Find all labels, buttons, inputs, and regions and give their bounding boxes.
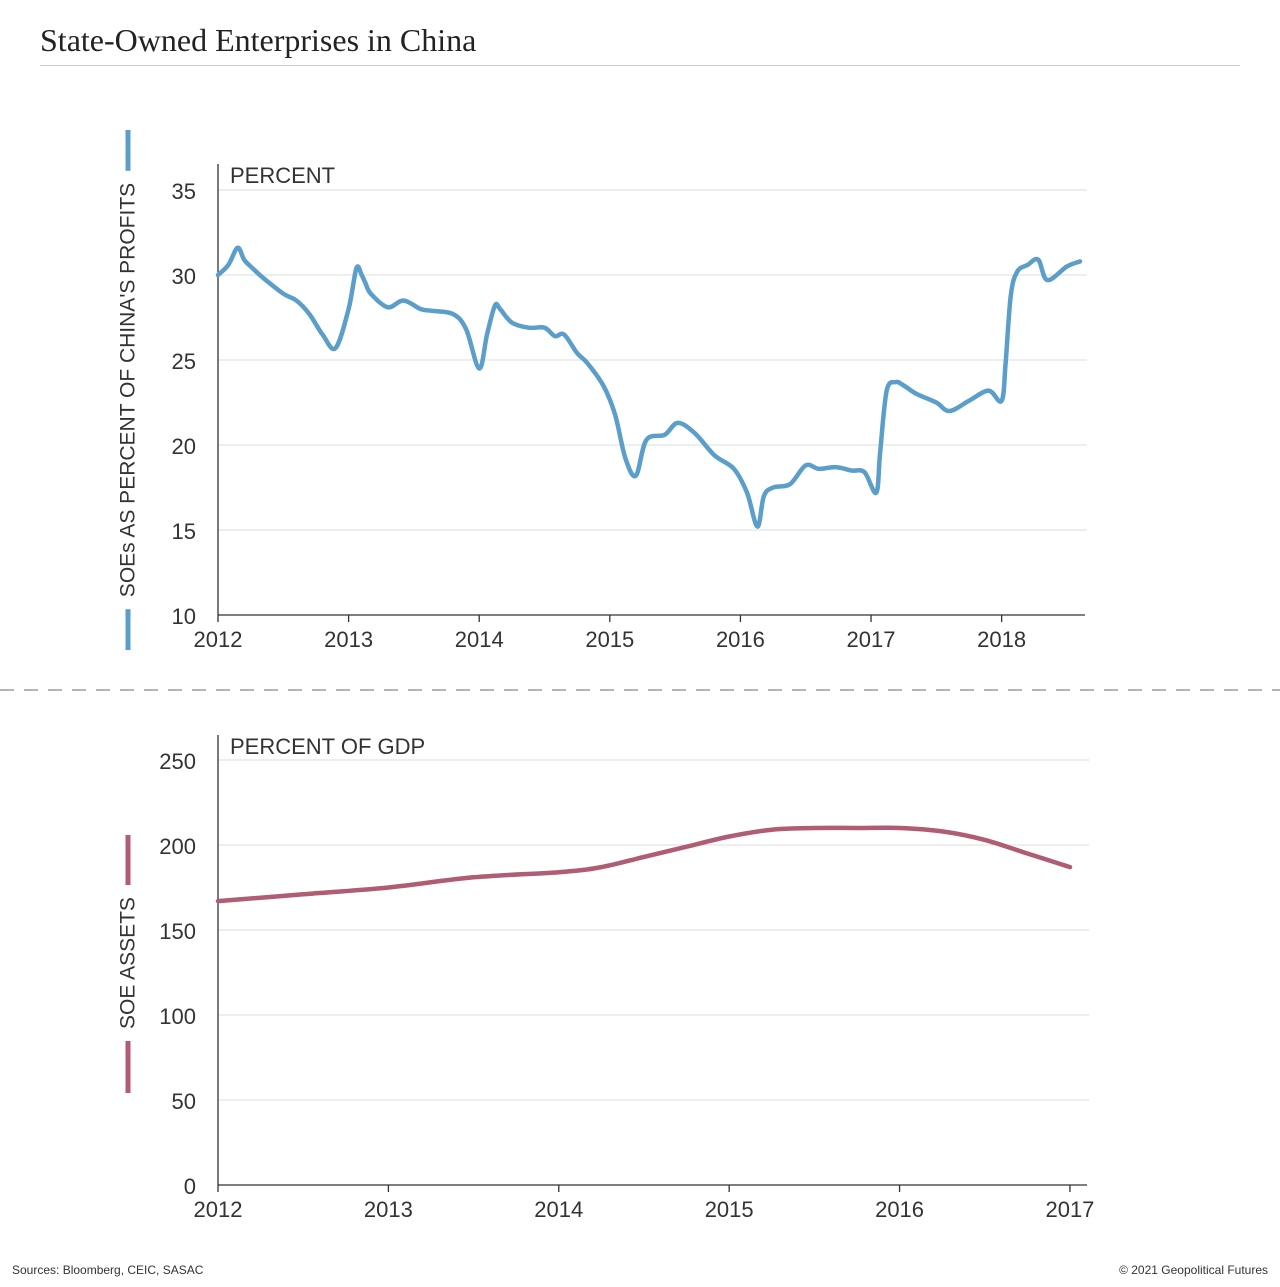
x-tick-label: 2012 (194, 627, 243, 652)
x-tick-label: 2016 (716, 627, 765, 652)
y-tick-label: 15 (172, 519, 196, 544)
x-tick-label: 2013 (364, 1197, 413, 1222)
y-tick-label: 25 (172, 349, 196, 374)
x-tick-label: 2013 (324, 627, 373, 652)
x-tick-label: 2015 (705, 1197, 754, 1222)
y-tick-label: 0 (184, 1174, 196, 1199)
y-tick-label: 200 (159, 834, 196, 859)
x-tick-label: 2017 (1045, 1197, 1094, 1222)
charts-canvas: 10 15 20 25 30 35 2012 2013 2014 2015 2016 2017 2018… (0, 130, 1280, 1222)
series-line (215, 245, 1083, 529)
x-tick-label: 2015 (585, 627, 634, 652)
y-tick-label: 20 (172, 434, 196, 459)
profits-chart: 10 15 20 25 30 35 2012 2013 2014 2015 2016 2017 2018… (117, 130, 1087, 652)
x-tick-label: 2014 (534, 1197, 583, 1222)
title-divider (40, 65, 1240, 66)
y-tick-label: 30 (172, 264, 196, 289)
sources-note: Sources: Bloomberg, CEIC, SASAC (12, 1263, 204, 1277)
assets-chart: 0 50 100 150 200 250 2012 2013 2014 2015 2016 2017 P… (117, 734, 1095, 1222)
x-tick-label: 2017 (847, 627, 896, 652)
y-axis-title: SOE ASSETS (117, 897, 140, 1029)
x-tick-label: 2012 (194, 1197, 243, 1222)
y-tick-label: 35 (172, 179, 196, 204)
series-line (215, 825, 1073, 904)
unit-label: PERCENT (230, 163, 335, 188)
x-tick-label: 2018 (977, 627, 1026, 652)
x-tick-label: 2014 (455, 627, 504, 652)
unit-label: PERCENT OF GDP (230, 734, 425, 759)
y-tick-label: 250 (159, 749, 196, 774)
y-tick-label: 100 (159, 1004, 196, 1029)
copyright-note: © 2021 Geopolitical Futures (1119, 1263, 1268, 1277)
x-tick-label: 2016 (875, 1197, 924, 1222)
page-title: State-Owned Enterprises in China (40, 22, 477, 58)
y-tick-label: 150 (159, 919, 196, 944)
y-tick-label: 50 (172, 1089, 196, 1114)
y-tick-label: 10 (172, 604, 196, 629)
y-axis-title: SOEs AS PERCENT OF CHINA'S PROFITS (117, 183, 140, 597)
